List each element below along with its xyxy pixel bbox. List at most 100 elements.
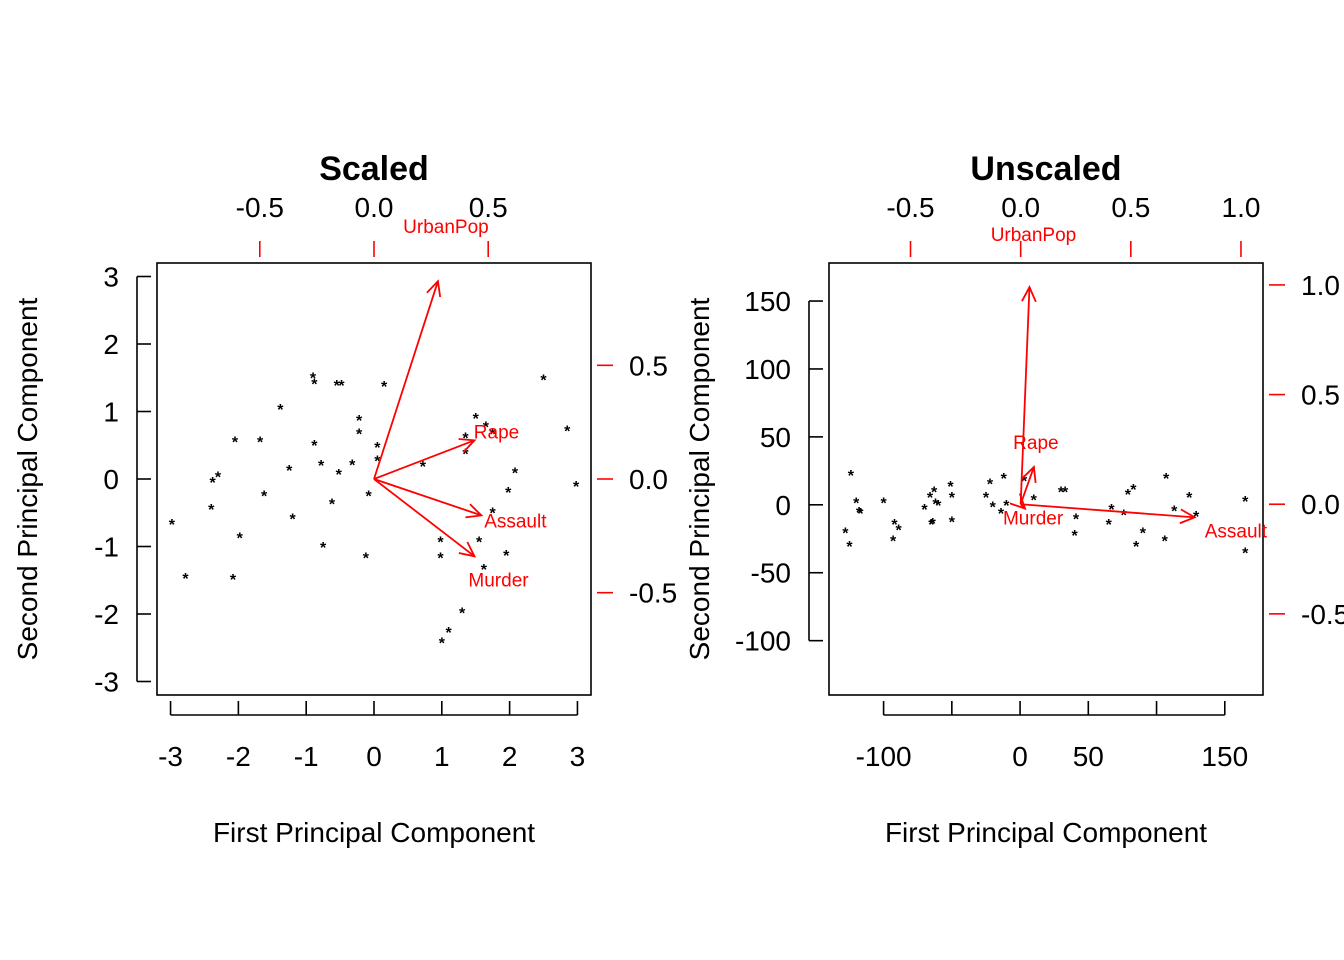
score-point: *	[286, 463, 293, 480]
score-point: *	[483, 420, 490, 437]
top-tick-label: 0.0	[355, 192, 394, 223]
loading-arrow-murder: Murder	[373, 478, 529, 591]
plot-frame	[156, 262, 592, 696]
top-loading-axis: -0.5 0.0 0.5	[236, 192, 508, 257]
score-point: *	[318, 458, 325, 475]
score-point: *	[338, 378, 345, 395]
score-point: *	[848, 468, 855, 485]
score-point: *	[932, 497, 939, 514]
top-tick-label: -0.5	[886, 192, 934, 223]
score-point: *	[921, 502, 928, 519]
score-point: *	[1021, 474, 1028, 491]
top-tick-label: -0.5	[236, 192, 284, 223]
y-tick-label: -2	[94, 599, 119, 630]
right-tick-label: 0.5	[1301, 380, 1340, 411]
score-point: *	[363, 551, 370, 568]
score-point: *	[983, 490, 990, 507]
loading-arrow-rape: Rape	[373, 422, 519, 480]
score-point: *	[842, 525, 849, 542]
score-point: *	[374, 453, 381, 470]
right-loading-axis: 1.0 0.5 0.0 -0.5	[1269, 270, 1344, 630]
arrow-head	[458, 438, 477, 453]
score-point: *	[1242, 546, 1249, 563]
score-point: *	[1062, 485, 1069, 502]
x-tick-label: 3	[570, 741, 586, 772]
score-point: *	[1242, 494, 1249, 511]
score-point: *	[853, 495, 860, 512]
score-point: *	[564, 424, 571, 441]
score-point: *	[334, 378, 341, 395]
score-point: *	[437, 551, 444, 568]
x-axis-title: First Principal Component	[885, 817, 1207, 848]
x-axis: -100 0 50 150	[856, 701, 1248, 772]
arrow-shaft	[373, 439, 475, 480]
score-point: *	[320, 540, 327, 557]
loading-label: UrbanPop	[403, 217, 489, 238]
x-tick-label: 50	[1073, 741, 1104, 772]
score-point: *	[1162, 533, 1169, 550]
loading-arrow-urbanpop: UrbanPop	[991, 225, 1076, 505]
score-point: *	[232, 435, 239, 452]
score-point: *	[169, 517, 176, 534]
y-axis-title: Second Principal Component	[684, 297, 715, 660]
y-tick-label: 3	[103, 262, 119, 293]
score-point: *	[336, 467, 343, 484]
score-points: ****************************************…	[169, 370, 580, 652]
score-point: *	[473, 411, 480, 428]
score-point: *	[459, 605, 466, 622]
top-tick-label: 0.0	[1001, 192, 1040, 223]
loading-label: Murder	[1003, 509, 1064, 530]
score-point: *	[311, 438, 318, 455]
score-point: *	[1121, 508, 1128, 525]
right-loading-axis: 0.5 0.0 -0.5	[597, 350, 677, 609]
arrow-shaft	[1019, 466, 1035, 505]
score-point: *	[1186, 490, 1193, 507]
score-point: *	[374, 440, 381, 457]
score-point: *	[930, 516, 937, 533]
right-tick-label: 0.0	[1301, 489, 1340, 520]
x-tick-label: 0	[1012, 741, 1028, 772]
top-tick-label: 0.5	[1111, 192, 1150, 223]
score-point: *	[505, 485, 512, 502]
loading-label: Rape	[1013, 433, 1058, 454]
right-tick-label: 0.0	[629, 464, 668, 495]
score-point: *	[490, 505, 497, 522]
y-tick-label: 0	[103, 464, 119, 495]
arrow-shaft	[373, 478, 482, 517]
score-point: *	[856, 505, 863, 522]
arrow-shaft	[1020, 503, 1195, 519]
right-tick-label: -0.5	[1301, 599, 1344, 630]
loading-arrow-assault: Assault	[373, 478, 547, 532]
loading-vectors: UrbanPop Rape Murder Assault	[991, 225, 1268, 542]
score-point: *	[949, 490, 956, 507]
chart-title: Scaled	[319, 150, 429, 188]
x-tick-label: 2	[502, 741, 518, 772]
arrow-shaft	[1019, 287, 1031, 505]
y-axis: -100 -50 0 50 100 150	[735, 286, 823, 657]
score-point: *	[1031, 493, 1038, 510]
score-point: *	[846, 539, 853, 556]
score-point: *	[1001, 471, 1008, 488]
score-point: *	[215, 470, 222, 487]
score-point: *	[503, 548, 510, 565]
score-point: *	[512, 466, 519, 483]
score-point: *	[237, 530, 244, 547]
score-point: *	[420, 459, 427, 476]
right-tick-label: 0.5	[629, 350, 668, 381]
score-point: *	[365, 489, 372, 506]
score-point: *	[1171, 504, 1178, 521]
x-tick-label: -3	[158, 741, 183, 772]
right-tick-label: -0.5	[629, 578, 677, 609]
score-point: *	[928, 517, 935, 534]
y-tick-label: 150	[744, 286, 791, 317]
score-point: *	[880, 495, 887, 512]
y-tick-label: -3	[94, 667, 119, 698]
score-point: *	[935, 498, 942, 515]
score-point: *	[1125, 487, 1132, 504]
biplot-panel-scaled: Scaled First Principal Component Second Pr…	[12, 150, 677, 848]
score-point: *	[1133, 539, 1140, 556]
score-point: *	[1140, 525, 1147, 542]
score-point: *	[990, 499, 997, 516]
loading-arrow-assault: Assault	[1020, 503, 1268, 542]
